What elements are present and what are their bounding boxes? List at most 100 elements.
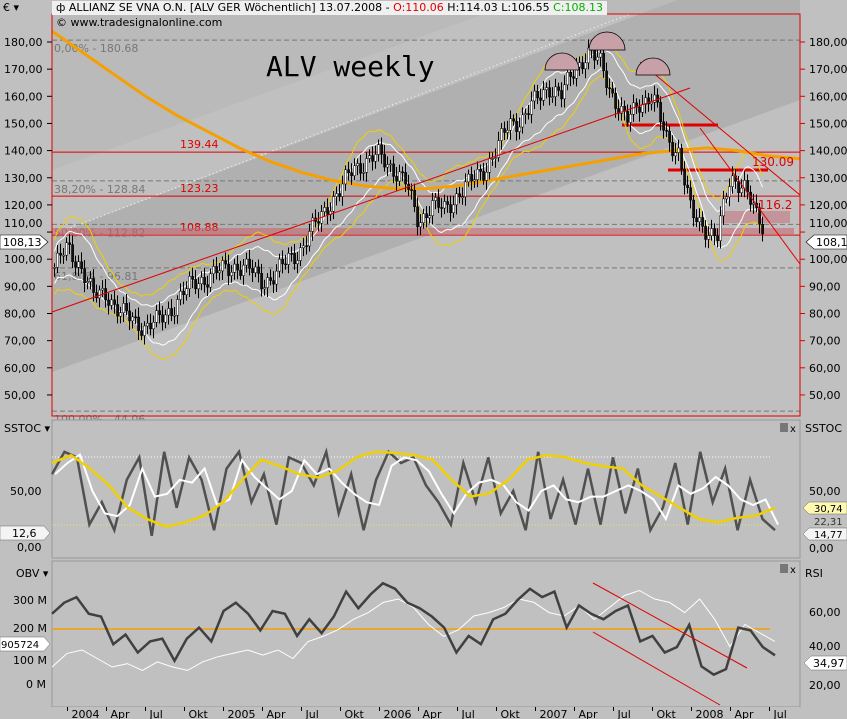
candle-body bbox=[515, 120, 518, 132]
candle-body bbox=[272, 280, 275, 285]
candle-body bbox=[173, 315, 176, 317]
sstoc-slow-line bbox=[51, 450, 776, 529]
candle-body bbox=[125, 303, 128, 312]
price-tick-left: 70,00 bbox=[4, 335, 36, 348]
price-tick-right: 110,00 bbox=[809, 217, 847, 230]
candle-body bbox=[170, 308, 173, 316]
head-shoulders-left bbox=[544, 52, 580, 71]
sstoc-right-label: SSTOC bbox=[805, 422, 842, 435]
candle-body bbox=[344, 169, 347, 185]
time-label: 2007 bbox=[540, 708, 568, 719]
candle-body bbox=[335, 193, 338, 197]
candle-body bbox=[722, 198, 725, 217]
candle-body bbox=[368, 155, 371, 159]
candle-body bbox=[560, 90, 563, 100]
obv-background bbox=[51, 560, 801, 708]
sstoc-label[interactable]: SSTOC ▾ bbox=[4, 422, 51, 435]
candle-body bbox=[161, 314, 164, 323]
candle-body bbox=[752, 202, 755, 205]
rsi-tag: 34,97 bbox=[813, 657, 845, 670]
candle-body bbox=[641, 104, 644, 113]
rsi-label: RSI bbox=[805, 567, 823, 580]
time-label: 2008 bbox=[696, 708, 724, 719]
candle-body bbox=[302, 245, 305, 248]
candle-body bbox=[350, 172, 353, 176]
rsi-tick-20: 20,00 bbox=[809, 679, 841, 692]
sstoc-tag-left: 12,6 bbox=[12, 527, 37, 540]
time-label: Apr bbox=[735, 708, 755, 719]
candle-body bbox=[737, 181, 740, 194]
candle-body bbox=[698, 217, 701, 223]
candle-body bbox=[98, 289, 101, 299]
candle-body bbox=[188, 276, 191, 290]
currency-selector[interactable]: € ▾ bbox=[3, 1, 20, 14]
candle-body bbox=[347, 169, 350, 173]
candle-body bbox=[443, 201, 446, 209]
time-label: Okt bbox=[657, 708, 677, 719]
candle-body bbox=[263, 287, 266, 290]
candle-body bbox=[131, 316, 134, 322]
candle-body bbox=[644, 97, 647, 105]
price-tick-left: 140,00 bbox=[4, 145, 43, 158]
candle-body bbox=[89, 278, 92, 282]
candle-body bbox=[701, 217, 704, 227]
candle-body bbox=[194, 279, 197, 290]
candle-body bbox=[227, 263, 230, 276]
candle-body bbox=[707, 235, 710, 240]
candle-body bbox=[236, 263, 239, 271]
candle-body bbox=[275, 270, 278, 285]
candle-body bbox=[548, 87, 551, 98]
candle-body bbox=[542, 89, 545, 101]
candle-body bbox=[380, 144, 383, 155]
candle-body bbox=[365, 158, 368, 173]
candle-body bbox=[374, 154, 377, 162]
candle-body bbox=[101, 288, 104, 291]
candle-body bbox=[512, 118, 515, 122]
candle-body bbox=[353, 165, 356, 176]
obv-close-button[interactable]: x bbox=[790, 565, 796, 576]
candle-body bbox=[455, 193, 458, 206]
candle-body bbox=[128, 310, 131, 322]
sstoc-tag-right-2: 22,31 bbox=[814, 517, 843, 528]
candle-body bbox=[257, 266, 260, 274]
candle-body bbox=[362, 172, 365, 174]
candle-body bbox=[557, 86, 560, 91]
obv-trend-upper bbox=[592, 582, 748, 669]
candle-body bbox=[653, 94, 656, 103]
obv-tag: 905724 bbox=[1, 640, 39, 651]
price-tick-left: 170,00 bbox=[4, 63, 43, 76]
sstoc-tick-0: 0,00 bbox=[17, 541, 42, 554]
candle-body bbox=[449, 204, 452, 214]
candle-body bbox=[239, 269, 242, 276]
candle-body bbox=[491, 158, 494, 160]
sstoc-maximize-button[interactable] bbox=[780, 423, 788, 432]
candle-body bbox=[290, 253, 293, 255]
candle-body bbox=[593, 50, 596, 61]
fib-label: 38,20% - 128.84 bbox=[54, 183, 145, 196]
candle-body bbox=[317, 221, 320, 224]
candle-body bbox=[71, 244, 74, 263]
candle-body bbox=[611, 88, 614, 94]
candle-body bbox=[59, 252, 62, 256]
candle-body bbox=[461, 196, 464, 199]
obv-maximize-button[interactable] bbox=[780, 564, 788, 573]
price-tick-right: 170,00 bbox=[809, 63, 847, 76]
time-axis: 2004 Apr Jul Okt 2005 Apr Jul Okt 2006 Apr Jul Okt 2… bbox=[52, 707, 800, 719]
sstoc-close-button[interactable]: x bbox=[790, 424, 796, 435]
time-label: 2004 bbox=[72, 708, 100, 719]
obv-label[interactable]: OBV ▾ bbox=[16, 567, 49, 580]
horizontal-line-label: 123.23 bbox=[180, 182, 219, 195]
candle-body bbox=[518, 126, 521, 132]
candle-body bbox=[389, 163, 392, 166]
candle-body bbox=[218, 270, 221, 274]
candle-body bbox=[284, 263, 287, 266]
candle-body bbox=[545, 87, 548, 91]
downtrend-line-1 bbox=[639, 61, 801, 196]
sstoc-background bbox=[51, 419, 801, 559]
open-value: O:110.06 bbox=[393, 1, 444, 14]
candle-body bbox=[530, 100, 533, 115]
price-tick-left: 90,00 bbox=[4, 280, 36, 293]
candle-body bbox=[53, 267, 56, 269]
candle-body bbox=[413, 189, 416, 207]
